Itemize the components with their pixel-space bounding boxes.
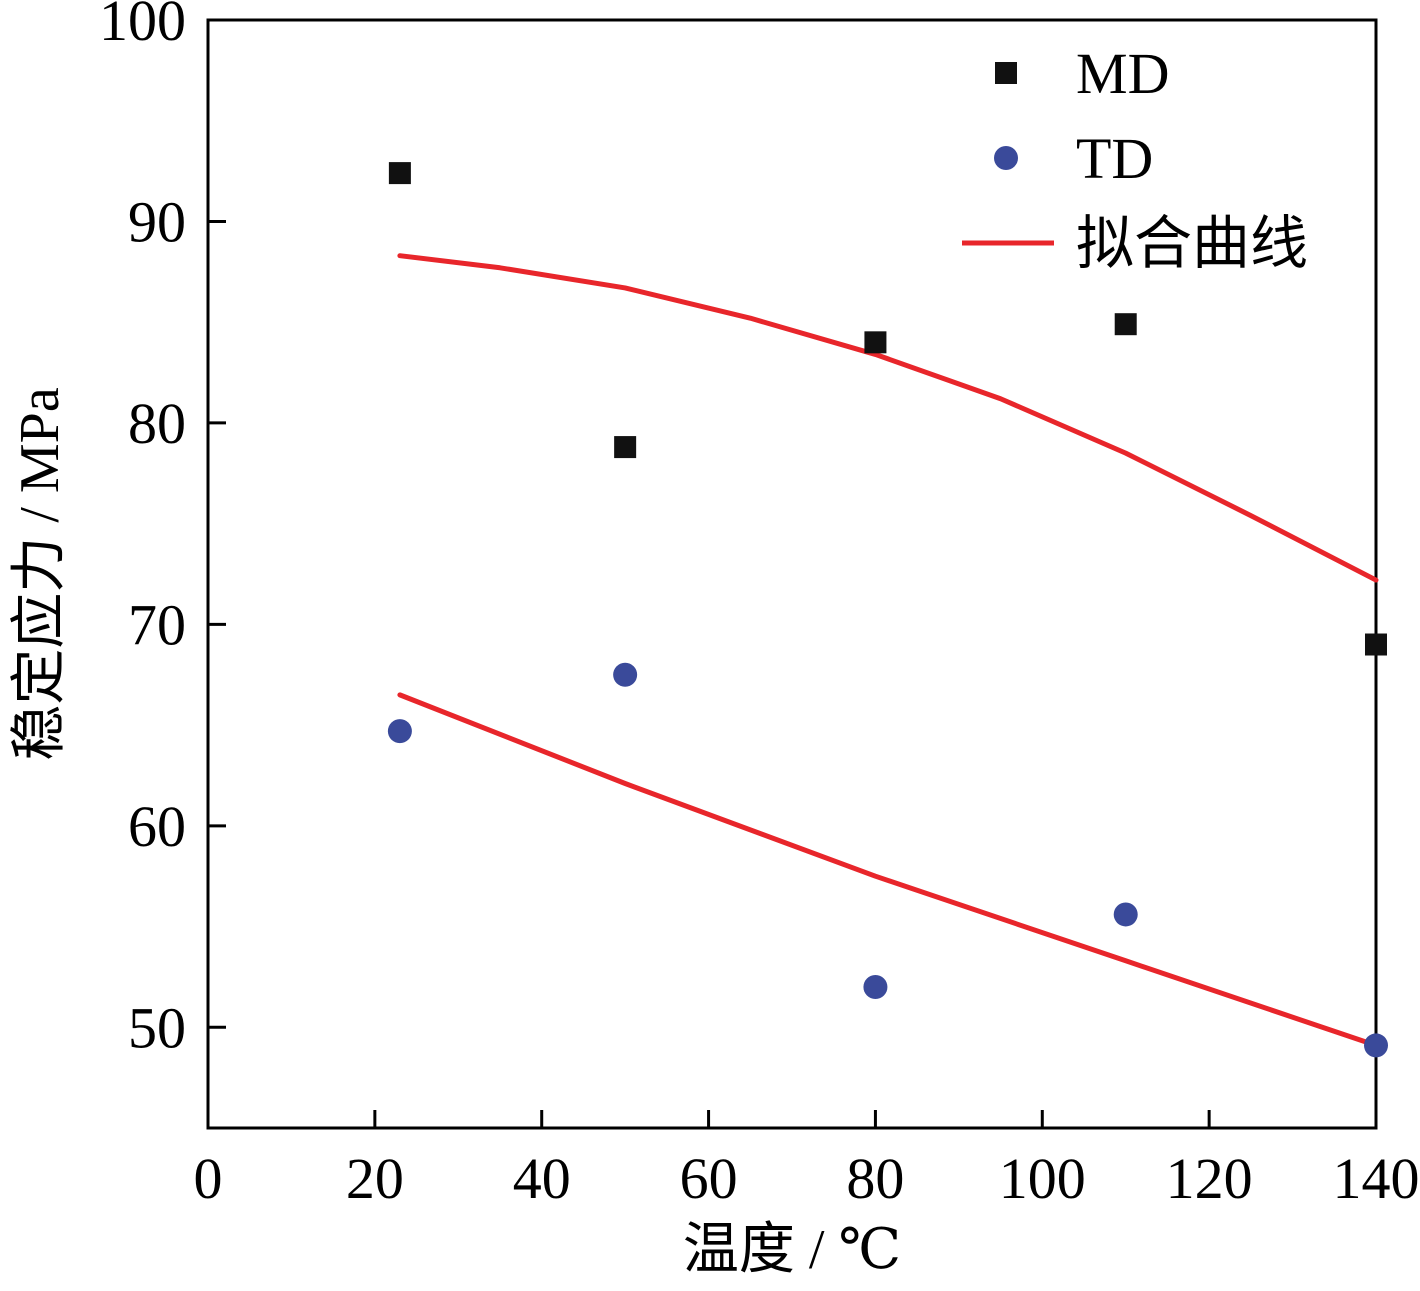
legend-swatch-td	[994, 146, 1018, 170]
marker-td	[863, 974, 888, 999]
marker-md	[1365, 633, 1387, 656]
y-tick-label: 70	[128, 592, 186, 657]
marker-td	[1364, 1033, 1388, 1058]
plot-frame	[206, 18, 1378, 1130]
marker-md	[614, 436, 637, 459]
x-tick-label: 40	[513, 1146, 571, 1211]
plot-area	[206, 18, 1378, 1130]
legend-label-fit: 拟合曲线	[1076, 211, 1308, 276]
marker-md	[864, 331, 887, 354]
y-tick-label: 90	[128, 189, 186, 254]
x-axis-title: 温度 / ℃	[683, 1219, 901, 1281]
x-tick-label: 100	[999, 1146, 1086, 1211]
marker-td	[1113, 902, 1138, 927]
marker-td	[613, 662, 638, 687]
data-markers	[387, 162, 1388, 1058]
y-tick-label: 100	[99, 0, 186, 53]
fit-lines	[397, 253, 1379, 1048]
fit-curve-1	[397, 253, 1379, 583]
legend-label-td: TD	[1076, 126, 1153, 191]
axes: 0 20 40 60 80 100 120 140 50 60 70 80 90 100	[99, 0, 1420, 1211]
x-tick-label: 120	[1166, 1146, 1253, 1211]
legend: MD TD 拟合曲线	[962, 41, 1308, 276]
y-tick-label: 60	[128, 794, 186, 859]
x-tick-label: 20	[346, 1146, 404, 1211]
y-tick-label: 80	[128, 391, 186, 456]
legend-swatch-md	[995, 62, 1017, 84]
marker-md	[1114, 313, 1137, 336]
marker-td	[387, 719, 412, 744]
x-tick-label: 80	[846, 1146, 904, 1211]
marker-md	[388, 162, 411, 185]
x-tick-label: 0	[194, 1146, 223, 1211]
fit-curve-2	[397, 692, 1379, 1048]
y-tick-label: 50	[128, 995, 186, 1060]
y-axis-title: 稳定应力 / MPa	[9, 387, 71, 760]
x-tick-label: 140	[1333, 1146, 1420, 1211]
legend-label-md: MD	[1076, 41, 1169, 106]
x-tick-label: 60	[680, 1146, 738, 1211]
